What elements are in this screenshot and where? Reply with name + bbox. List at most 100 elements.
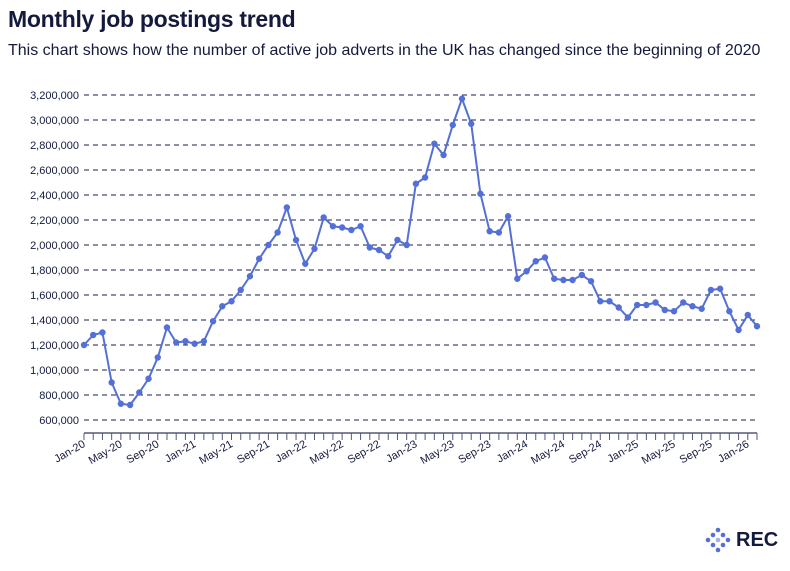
data-point — [320, 214, 327, 221]
data-point — [265, 241, 272, 249]
data-point — [219, 303, 226, 310]
data-point — [255, 255, 263, 262]
chart-title: Monthly job postings trend — [8, 6, 296, 32]
data-point — [477, 190, 484, 197]
data-point — [744, 311, 751, 319]
data-point — [90, 331, 97, 339]
data-point — [394, 236, 401, 244]
data-point — [606, 298, 613, 305]
data-point — [680, 299, 687, 306]
x-tick-label: Jan-25 — [606, 438, 641, 465]
data-point — [449, 121, 456, 129]
data-point — [716, 285, 724, 292]
data-point — [348, 226, 355, 234]
data-point — [550, 275, 558, 282]
data-point — [670, 308, 678, 315]
y-tick-label: 1,200,000 — [30, 340, 79, 352]
x-tick-label: Jan-22 — [274, 438, 309, 465]
data-point — [440, 151, 447, 159]
data-point — [200, 338, 208, 345]
x-tick-label: May-20 — [87, 438, 125, 467]
data-point — [338, 224, 346, 231]
data-point — [624, 314, 632, 321]
data-point — [108, 379, 115, 386]
data-point — [726, 308, 733, 315]
data-point — [587, 278, 595, 285]
rec-logo: REC — [704, 527, 778, 553]
data-point — [495, 229, 503, 236]
y-tick-label: 3,000,000 — [30, 115, 79, 127]
rec-logo-text: REC — [736, 528, 779, 551]
x-tick-label: Sep-25 — [678, 438, 715, 466]
y-tick-label: 1,800,000 — [30, 265, 79, 277]
data-point — [274, 229, 281, 236]
data-point — [486, 228, 493, 235]
data-point — [541, 254, 549, 261]
data-point — [633, 301, 641, 309]
data-point — [375, 246, 383, 254]
x-tick-label: Sep-22 — [346, 438, 383, 466]
y-tick-label: 2,400,000 — [30, 190, 79, 202]
data-point — [80, 341, 88, 349]
data-point — [172, 339, 180, 346]
data-point — [560, 276, 567, 284]
data-point — [145, 375, 152, 382]
x-tick-label: Jan-26 — [716, 438, 751, 465]
x-tick-label: Sep-23 — [456, 438, 493, 466]
data-point — [302, 260, 309, 267]
data-point — [246, 273, 254, 280]
data-point — [126, 401, 134, 409]
data-point — [311, 245, 318, 252]
data-point — [292, 236, 300, 244]
data-point — [403, 241, 410, 249]
data-point — [615, 304, 622, 311]
data-point — [209, 318, 217, 325]
data-point — [191, 340, 198, 347]
y-tick-label: 2,800,000 — [30, 140, 79, 152]
x-tick-label: May-23 — [418, 438, 456, 467]
x-tick-label: Sep-21 — [235, 438, 272, 466]
chart-subtitle: This chart shows how the number of activ… — [8, 42, 761, 59]
x-tick-label: Jan-23 — [384, 438, 419, 465]
y-tick-label: 2,600,000 — [30, 165, 79, 177]
data-point — [228, 298, 235, 305]
data-point — [735, 326, 742, 334]
data-point — [421, 174, 429, 181]
data-point — [283, 204, 291, 211]
x-tick-label: May-21 — [197, 438, 235, 467]
data-point — [689, 303, 696, 310]
x-tick-label: Jan-21 — [163, 438, 198, 465]
x-tick-label: May-25 — [640, 438, 678, 467]
data-point — [366, 244, 373, 251]
y-tick-label: 1,400,000 — [30, 315, 79, 327]
data-point — [431, 140, 438, 147]
x-tick-label: Sep-24 — [567, 438, 604, 466]
data-point — [514, 275, 521, 282]
y-tick-label: 600,000 — [39, 415, 79, 427]
y-tick-label: 1,600,000 — [30, 290, 79, 302]
data-point — [385, 253, 392, 260]
data-point — [661, 306, 669, 314]
x-tick-label: Jan-24 — [495, 438, 530, 465]
data-point — [163, 324, 171, 331]
data-point — [136, 389, 143, 396]
data-point — [412, 180, 420, 187]
data-point — [468, 120, 475, 127]
rec-logo-icon — [705, 527, 731, 553]
data-point — [458, 95, 466, 102]
data-point — [329, 223, 337, 230]
data-point — [643, 301, 650, 309]
data-point — [504, 213, 512, 220]
data-point — [182, 338, 189, 345]
data-point — [357, 223, 364, 230]
y-tick-label: 800,000 — [39, 390, 79, 402]
data-point — [652, 299, 659, 306]
data-point — [237, 286, 244, 294]
x-tick-label: May-24 — [529, 438, 567, 467]
data-point — [698, 305, 705, 312]
data-point — [532, 258, 539, 265]
x-tick-label: Jan-20 — [52, 438, 87, 465]
data-point — [523, 268, 530, 275]
data-point — [99, 329, 106, 336]
